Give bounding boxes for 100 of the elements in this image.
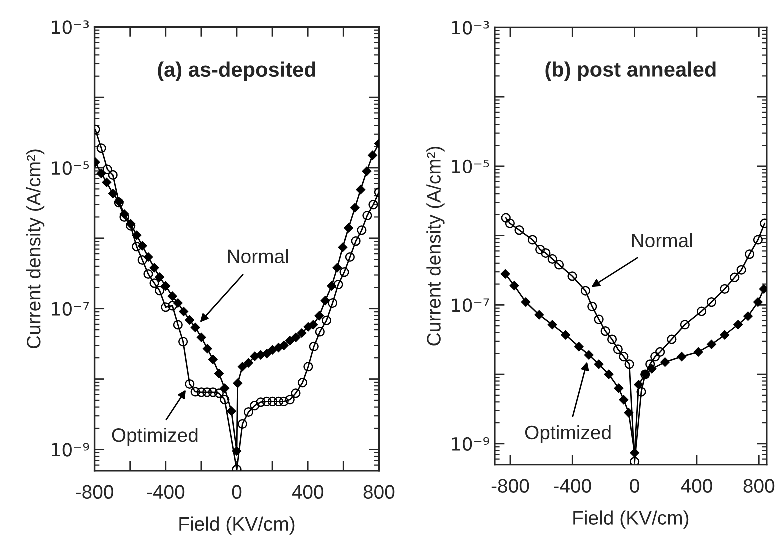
point — [150, 278, 160, 288]
point — [720, 284, 730, 294]
point — [334, 280, 344, 290]
point — [624, 360, 634, 370]
point — [155, 272, 165, 282]
point — [262, 396, 272, 407]
point — [500, 269, 510, 279]
x-tick-label: -400 — [147, 485, 185, 500]
point — [161, 302, 171, 312]
point — [173, 298, 183, 308]
point — [734, 320, 744, 330]
point — [619, 352, 629, 362]
point — [238, 419, 248, 430]
point — [345, 252, 355, 262]
point — [356, 185, 366, 195]
point — [202, 344, 212, 354]
point — [144, 269, 154, 280]
y-tick-label: 10⁻³ — [452, 21, 490, 35]
point — [274, 396, 284, 407]
y-tick-label: 10⁻⁹ — [52, 443, 90, 457]
point — [108, 189, 118, 199]
point — [680, 320, 690, 330]
point — [120, 210, 130, 220]
point — [173, 320, 183, 330]
point — [168, 301, 178, 311]
point — [574, 342, 584, 352]
point — [279, 340, 289, 350]
point — [291, 388, 301, 398]
point — [327, 281, 337, 291]
point — [285, 336, 295, 346]
point — [185, 379, 195, 390]
point — [108, 170, 118, 180]
x-tick-label: -400 — [554, 479, 592, 493]
point — [238, 362, 248, 372]
point — [350, 203, 360, 213]
point — [328, 298, 338, 308]
annotation: Optimized — [112, 428, 198, 446]
point — [706, 298, 717, 308]
point — [630, 448, 640, 458]
point — [368, 200, 378, 210]
point — [594, 314, 604, 324]
point — [614, 384, 624, 394]
point — [505, 218, 515, 228]
y-tick-label: 10⁻⁷ — [52, 302, 90, 316]
x-tick-label: 800 — [744, 479, 775, 493]
point — [208, 388, 218, 398]
point — [220, 384, 230, 394]
point — [297, 328, 307, 338]
point — [304, 362, 314, 372]
point — [268, 345, 278, 355]
x-tick-label: 800 — [364, 485, 395, 500]
point — [220, 395, 230, 405]
point — [694, 347, 704, 357]
point — [647, 364, 657, 374]
point — [196, 332, 206, 342]
x-tick-label: -800 — [76, 485, 114, 500]
point — [144, 252, 154, 262]
annotation: Normal — [228, 249, 288, 264]
point — [362, 166, 372, 176]
point — [584, 350, 594, 360]
point — [753, 298, 763, 308]
point — [753, 235, 763, 245]
point — [362, 210, 372, 221]
point — [96, 168, 106, 178]
x-tick-label: 0 — [630, 479, 640, 493]
point — [138, 255, 148, 266]
point — [514, 226, 524, 236]
point — [510, 281, 520, 291]
point — [285, 395, 295, 405]
point — [528, 235, 538, 245]
point — [554, 260, 564, 270]
x-axis-title: Field (KV/cm) — [574, 510, 689, 529]
point — [745, 250, 755, 260]
point — [262, 349, 272, 359]
point — [677, 352, 687, 362]
point — [232, 446, 242, 456]
point — [161, 281, 171, 291]
y-tick-label: 10⁻⁵ — [52, 161, 90, 176]
point — [736, 265, 746, 275]
point — [588, 302, 598, 312]
point — [150, 263, 160, 273]
x-tick-label: 400 — [292, 485, 324, 500]
point — [291, 332, 301, 342]
y-tick-label: 10⁻⁵ — [452, 160, 490, 174]
point — [634, 380, 644, 390]
point — [178, 337, 188, 347]
point — [298, 378, 308, 388]
point — [244, 358, 254, 368]
point — [322, 316, 332, 326]
point — [357, 226, 367, 236]
point — [636, 387, 646, 397]
point — [132, 242, 142, 252]
text: (b) post annealed — [546, 62, 716, 82]
point — [233, 378, 243, 388]
annotation: Normal — [632, 233, 692, 248]
point — [630, 457, 640, 465]
point — [541, 248, 551, 258]
point — [320, 296, 330, 306]
point — [656, 347, 666, 357]
point — [202, 388, 212, 398]
